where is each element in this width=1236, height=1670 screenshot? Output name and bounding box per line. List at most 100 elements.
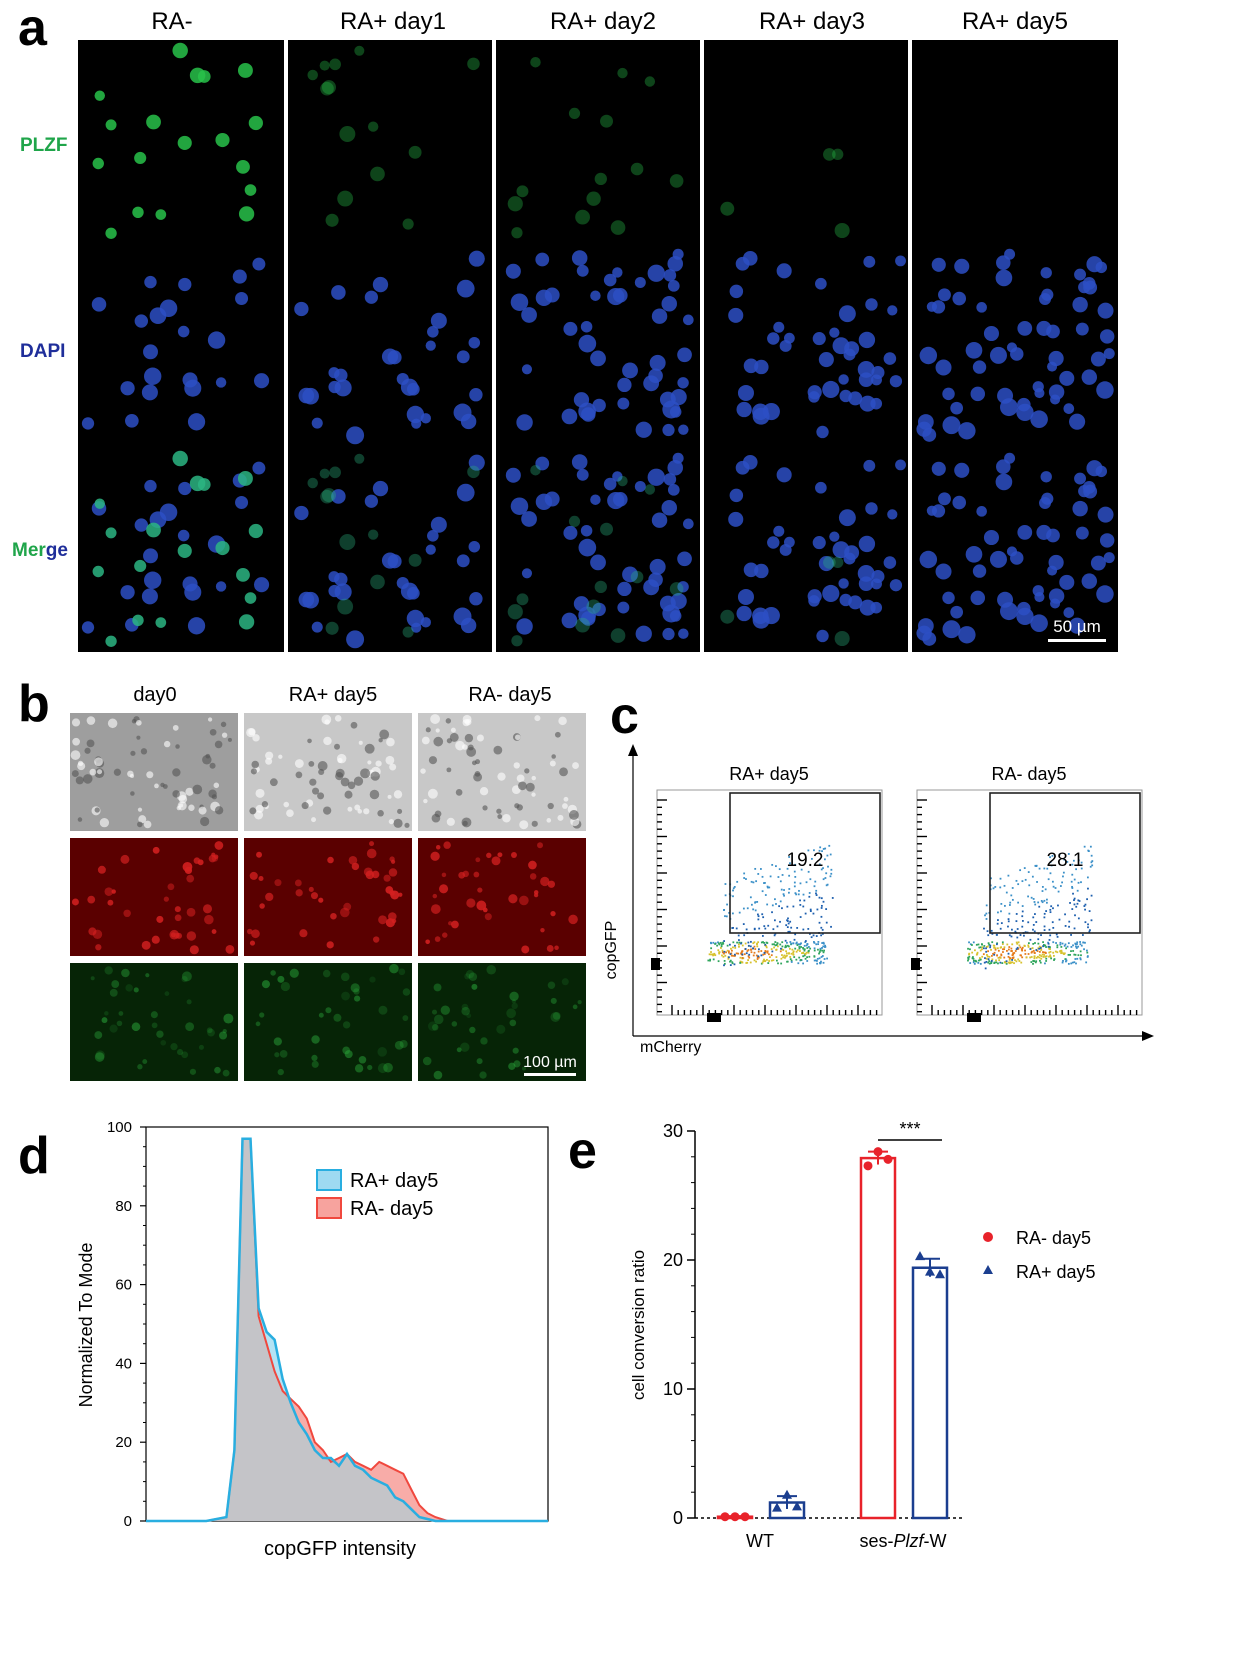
nucleus (649, 354, 666, 371)
event-dot (1065, 947, 1067, 950)
event-dot (826, 854, 829, 857)
merge-cell (669, 582, 684, 596)
event-dot (1049, 946, 1051, 949)
cell-dot (461, 744, 468, 750)
cell-dot (558, 716, 567, 726)
event-dot (805, 951, 808, 954)
nucleus (1059, 370, 1075, 386)
cell-dot (325, 1007, 332, 1014)
legend-label-ra-minus: RA- day5 (1016, 1228, 1091, 1248)
merge-cell (354, 453, 365, 464)
nucleus (895, 255, 906, 267)
nucleus (995, 473, 1013, 491)
cell-dot (156, 1030, 164, 1038)
cell-dot (568, 914, 578, 925)
event-dot (773, 946, 775, 949)
event-dot (710, 953, 712, 956)
merge-cell (238, 614, 255, 630)
event-dot (789, 920, 792, 923)
event-dot (997, 949, 1000, 952)
event-dot (990, 948, 992, 951)
merge-cell (321, 488, 336, 503)
event-dot (1042, 944, 1045, 946)
event-dot (1045, 910, 1048, 912)
nucleus (667, 279, 680, 292)
event-dot (821, 928, 824, 931)
cell-dot (307, 738, 312, 744)
significance-stars: *** (899, 1119, 920, 1139)
nucleus (1040, 471, 1052, 483)
event-dot (1072, 892, 1074, 895)
nucleus (808, 595, 820, 607)
panel-a-scale-bar: 50 µm (1048, 617, 1106, 642)
event-dot (767, 886, 769, 889)
nucleus (617, 397, 630, 410)
event-dot (816, 908, 819, 911)
event-dot (807, 946, 810, 948)
legend-swatch-ra-minus (316, 1197, 342, 1219)
nucleus (972, 564, 987, 578)
event-dot (999, 886, 1002, 889)
event-dot (992, 887, 995, 890)
event-dot (776, 945, 779, 948)
event-dot (757, 915, 760, 918)
event-dot (813, 941, 815, 943)
event-dot (1071, 887, 1074, 889)
event-dot (968, 952, 971, 955)
event-dot (1051, 921, 1054, 924)
event-dot (1090, 854, 1093, 857)
event-dot (802, 952, 804, 954)
event-dot (968, 955, 971, 958)
event-dot (800, 868, 803, 871)
plzf-cell (325, 213, 339, 227)
event-dot (740, 942, 742, 945)
cell-dot (70, 750, 81, 760)
cell-dot (399, 1039, 408, 1049)
event-dot (999, 927, 1002, 930)
event-dot (757, 948, 760, 951)
event-dot (740, 961, 743, 963)
event-dot (819, 962, 822, 965)
event-dot (736, 941, 739, 944)
nucleus (857, 360, 875, 378)
data-point (720, 1512, 730, 1522)
cell-dot (391, 859, 396, 864)
cell-dot (101, 1017, 108, 1024)
event-dot (733, 885, 736, 888)
event-dot (1021, 915, 1024, 918)
event-dot (781, 874, 784, 876)
cell-dot (258, 875, 264, 882)
merge-cell (236, 567, 250, 582)
event-dot (819, 949, 822, 952)
panel-e-letter: e (568, 1122, 597, 1180)
nucleus (1097, 506, 1114, 523)
event-dot (1008, 956, 1011, 959)
event-dot (714, 943, 716, 945)
event-dot (987, 942, 990, 945)
cell-dot (425, 939, 430, 945)
nucleus (737, 384, 754, 401)
event-dot (803, 949, 806, 952)
event-dot (732, 887, 735, 890)
nucleus (661, 296, 678, 312)
event-dot (761, 935, 764, 937)
nucleus (858, 331, 876, 349)
nucleus (521, 307, 537, 323)
event-dot (732, 941, 735, 944)
plzf-cell (215, 132, 230, 148)
nucleus (736, 401, 752, 418)
event-dot (727, 957, 730, 960)
event-dot (734, 947, 737, 949)
event-dot (799, 882, 802, 885)
event-dot (1015, 920, 1018, 923)
cell-dot (71, 898, 79, 906)
event-dot (997, 911, 999, 914)
event-dot (773, 934, 776, 937)
cell-dot (192, 784, 203, 795)
event-dot (765, 945, 768, 947)
cell-dot (533, 890, 539, 895)
cell-dot (383, 874, 391, 882)
event-dot (976, 951, 979, 954)
nucleus (469, 388, 483, 402)
event-dot (1000, 953, 1003, 956)
